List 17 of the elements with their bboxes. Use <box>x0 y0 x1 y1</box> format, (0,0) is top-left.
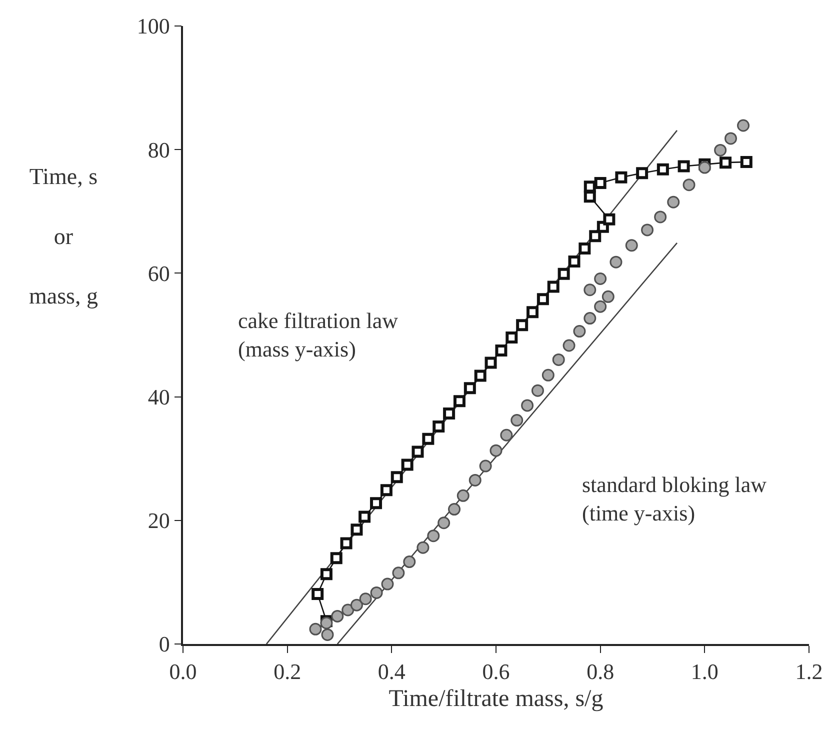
text: Time, s or mass, g <box>29 164 98 309</box>
x-tick-label: 1.2 <box>795 659 823 684</box>
x-tick-label: 0.8 <box>586 659 614 684</box>
y-tick-label: 40 <box>148 384 170 410</box>
y-tick-label: 80 <box>148 137 170 162</box>
x-axis-title: Time/filtrate mass, s/g <box>388 686 604 712</box>
annotation: cake filtration law (mass y-axis) <box>238 308 398 362</box>
y-tick-label: 60 <box>148 260 170 286</box>
x-tick-label: 0.4 <box>378 659 406 684</box>
y-tick-label: 0 <box>158 632 170 657</box>
x-tick-label: 0.2 <box>274 659 302 684</box>
y-tick-label: 100 <box>136 14 170 39</box>
x-tick-label: 0.0 <box>169 659 197 684</box>
x-tick-label: 1.0 <box>690 659 718 684</box>
annotation: standard bloking law (time y-axis) <box>582 472 767 526</box>
y-tick-label: 20 <box>148 508 170 534</box>
x-tick-label: 0.6 <box>482 659 510 684</box>
